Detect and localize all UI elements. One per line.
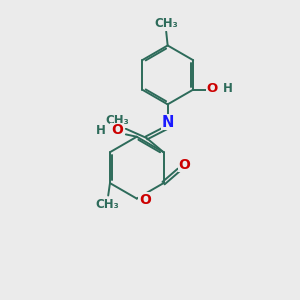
Text: H: H (223, 82, 232, 95)
Text: N: N (161, 115, 174, 130)
Text: O: O (111, 123, 123, 137)
Text: CH₃: CH₃ (105, 114, 129, 127)
Text: O: O (178, 158, 190, 172)
Text: H: H (96, 124, 106, 137)
Text: O: O (139, 193, 151, 207)
Text: CH₃: CH₃ (154, 17, 178, 30)
Text: CH₃: CH₃ (96, 198, 119, 212)
Text: O: O (206, 82, 218, 95)
